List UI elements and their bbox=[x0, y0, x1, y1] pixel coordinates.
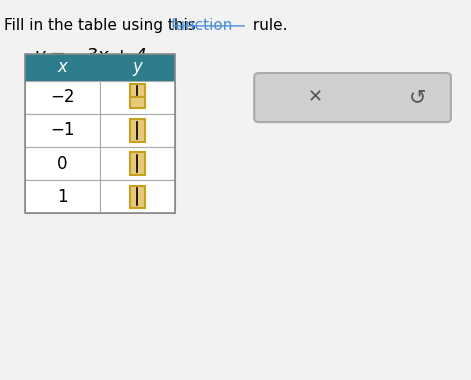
FancyBboxPatch shape bbox=[100, 81, 175, 114]
Text: y = −3x + 4: y = −3x + 4 bbox=[34, 47, 147, 65]
Text: −1: −1 bbox=[50, 121, 74, 139]
FancyBboxPatch shape bbox=[100, 147, 175, 180]
Text: ↺: ↺ bbox=[409, 87, 427, 107]
FancyBboxPatch shape bbox=[25, 147, 100, 180]
FancyBboxPatch shape bbox=[25, 180, 100, 214]
FancyBboxPatch shape bbox=[100, 180, 175, 214]
Text: −2: −2 bbox=[50, 88, 74, 106]
FancyBboxPatch shape bbox=[25, 54, 100, 81]
Text: ✕: ✕ bbox=[308, 88, 323, 106]
FancyBboxPatch shape bbox=[254, 73, 451, 122]
Text: function: function bbox=[171, 18, 233, 33]
FancyBboxPatch shape bbox=[130, 185, 145, 208]
FancyBboxPatch shape bbox=[100, 114, 175, 147]
Text: 0: 0 bbox=[57, 155, 67, 173]
FancyBboxPatch shape bbox=[25, 114, 100, 147]
Text: x: x bbox=[57, 59, 67, 76]
Text: y: y bbox=[132, 59, 142, 76]
FancyBboxPatch shape bbox=[100, 54, 175, 81]
Text: Fill in the table using this: Fill in the table using this bbox=[4, 18, 200, 33]
FancyBboxPatch shape bbox=[130, 152, 145, 175]
FancyBboxPatch shape bbox=[130, 84, 145, 97]
FancyBboxPatch shape bbox=[130, 119, 145, 142]
Text: rule.: rule. bbox=[248, 18, 287, 33]
FancyBboxPatch shape bbox=[130, 96, 145, 108]
FancyBboxPatch shape bbox=[25, 81, 100, 114]
Text: 1: 1 bbox=[57, 188, 67, 206]
